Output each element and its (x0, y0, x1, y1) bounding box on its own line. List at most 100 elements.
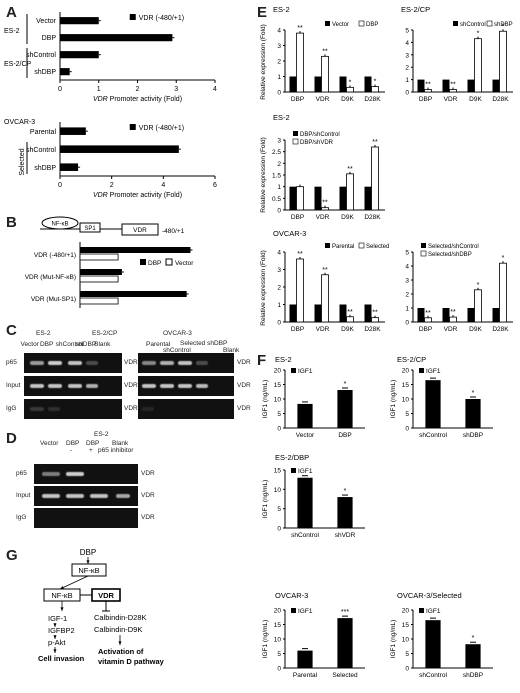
c-vdr-label: VDR (124, 382, 138, 389)
f-chart4-sig-mark: * (472, 635, 475, 642)
c-gel-right-row-band (178, 361, 192, 365)
e-chart3-bar-white (371, 317, 379, 323)
f-chart-title: OVCAR-3 (275, 591, 308, 600)
e-legend-white: shDBP (494, 22, 513, 28)
e-chart3-sig-mark: ** (297, 251, 303, 258)
e-chart1-ytick-label: 1 (405, 77, 409, 84)
e-chart2-bar-white (371, 146, 379, 211)
g-arrow (59, 575, 89, 590)
g-right-item: Calbindin-D28K (94, 613, 147, 622)
e-chart3-bar-black (289, 304, 297, 322)
f-chart4-ytick-label: 5 (405, 651, 409, 658)
e-chart4-ytick-label: 0 (405, 320, 409, 327)
c-gel-left-row-band (86, 361, 98, 365)
c-gel-left-row-band (30, 361, 44, 365)
e-chart-title: ES-2 (273, 5, 290, 14)
d-gel-row-band (90, 494, 108, 498)
a-top-xtick-label: 1 (97, 86, 101, 93)
b-legend-dbp: DBP (148, 260, 161, 267)
c-gel-right-row-band (160, 361, 174, 365)
c-lane-label: shControl (55, 341, 84, 348)
panel-letter-e: E (257, 4, 268, 21)
e-chart2-ytick-label: 1 (277, 184, 281, 191)
e-chart4-cat-label: DBP (419, 326, 432, 333)
f-chart4-bar (465, 644, 481, 668)
e-chart4-cat-label: D28K (492, 326, 509, 333)
e-chart4-ytick-label: 1 (405, 306, 409, 313)
f-chart-title: ES-2/DBP (275, 453, 309, 462)
e-chart2-bar-black (289, 186, 297, 210)
f-chart4-ytick-label: 20 (402, 608, 410, 615)
e-chart3-bar-white (296, 258, 304, 323)
c-lane-label: Parental (146, 341, 171, 348)
e-chart-title: OVCAR-3 (273, 229, 306, 238)
d-sub-caption: p65 inhibitor (98, 447, 134, 454)
e-chart4-bar-white (449, 316, 457, 323)
c-lane-label: shDBP (75, 341, 97, 348)
g-right-item: Calbindin-D9K (94, 625, 142, 634)
panel-letter-c: C (6, 322, 17, 339)
e-chart4-bar-black (417, 308, 425, 322)
e-legend-white: Selected (366, 244, 389, 250)
e-chart3-sig-mark: ** (322, 267, 328, 274)
a-top-legend-swatch (129, 14, 136, 20)
a-bot-xtick-label: 2 (110, 182, 114, 189)
e-chart1-sig-mark: * (502, 23, 505, 30)
e-chart1-ytick-label: 0 (405, 90, 409, 97)
a-bot-group-label: OVCAR-3 (4, 119, 35, 126)
a-bot-row-label: Parental (30, 129, 57, 136)
e-chart1-bar-white (424, 89, 432, 93)
d-vdr-label: VDR (141, 514, 155, 521)
e-chart2-ytick-label: 0 (277, 208, 281, 215)
c-gel-right-row-band (196, 384, 208, 388)
f-chart0-ytick-label: 10 (274, 397, 282, 404)
e-legend-black: Parental (332, 244, 354, 250)
c-gel-left-row-band (48, 361, 62, 365)
c-gel-left-row-band (68, 361, 82, 365)
a-top-xtick-label: 0 (58, 86, 62, 93)
c-gel-left-row-band (48, 407, 60, 411)
b-vdr-box (121, 223, 159, 236)
panel-letter-b: B (6, 214, 17, 231)
e-legend-white: DBP (366, 22, 378, 28)
e-chart0-bar-white (346, 86, 354, 93)
e-chart4-bar-black (467, 308, 475, 322)
e-legend-swatch-white (420, 250, 427, 257)
e-chart4-cat-label: VDR (444, 326, 458, 333)
f-chart1-ytick-label: 20 (402, 368, 410, 375)
e-legend-black: Selected/shControl (428, 244, 479, 250)
e-chart1-ytick-label: 4 (405, 40, 409, 47)
a-top-bar (60, 68, 70, 76)
e-chart0-bar-white (296, 32, 304, 93)
d-gel-row (34, 464, 138, 484)
e-chart2-ytick-label: 2.5 (272, 149, 281, 156)
f-chart2-ytick-label: 10 (274, 487, 282, 494)
f-chart4-ytick-label: 0 (405, 666, 409, 673)
c-lane-label: Vector (20, 341, 39, 348)
g-right-out: vitamin D pathway (98, 657, 165, 666)
e-legend-swatch-black (325, 243, 330, 248)
e-legend-white: DBP/shVDR (300, 140, 334, 146)
e-chart0-sig-mark: * (374, 79, 377, 86)
a-top-row-label: shControl (26, 52, 56, 59)
f-chart-title: OVCAR-3/Selected (397, 591, 462, 600)
a-bot-bar (60, 145, 179, 153)
e-chart1-bar-white (499, 30, 507, 93)
b-legend-swatch-vector (165, 258, 173, 266)
c-gel-left-row (24, 353, 122, 373)
e-chart3-ytick-label: 0 (277, 320, 281, 327)
f-legend-text: IGF1 (298, 608, 313, 615)
e-chart0-ytick-label: 3 (277, 43, 281, 50)
f-legend-swatch (419, 368, 424, 373)
e-chart2-cat-label: D9K (341, 214, 354, 221)
e-ylabel: Relative expression (Fold) (260, 24, 267, 100)
g-arrow-head (53, 623, 57, 627)
f-chart3-ytick-label: 10 (274, 637, 282, 644)
c-lane-label: Selected shDBP (180, 340, 228, 347)
c-gel-right-row (138, 376, 234, 396)
c-row-label: p65 (6, 359, 17, 366)
e-chart2-bar-black (314, 186, 322, 210)
e-legend-swatch-black (293, 131, 298, 136)
f-chart3-bar (337, 618, 353, 668)
c-vdr-label: VDR (237, 405, 251, 412)
